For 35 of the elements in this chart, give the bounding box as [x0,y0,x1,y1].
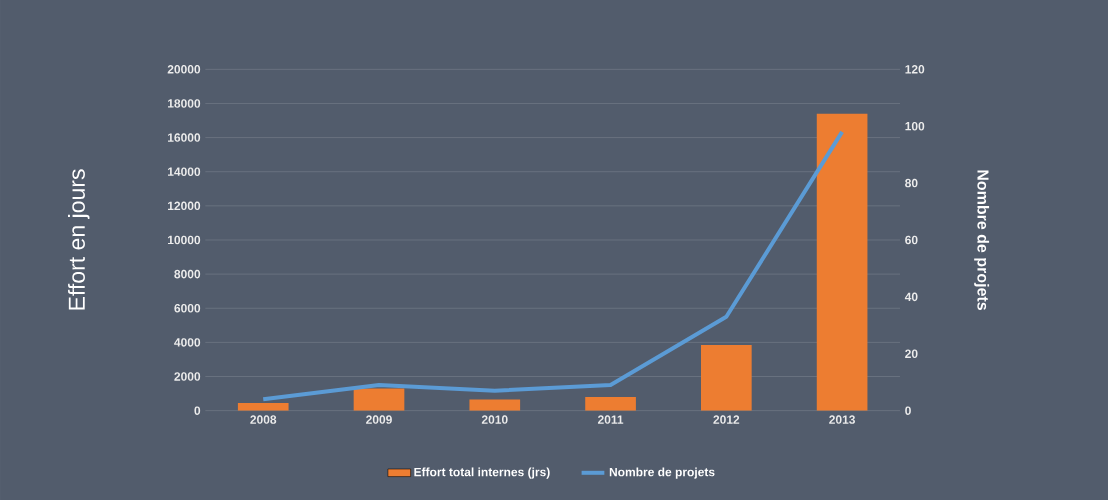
y2-tick-label: 80 [905,178,918,188]
bar [469,399,521,411]
y2-tick-label: 120 [905,65,925,74]
y2-axis-title: Nombre de projets [974,170,990,310]
y-tick-label: 0 [194,406,201,415]
bar [353,388,405,411]
bar [816,113,868,411]
y2-tick-label: 100 [905,121,925,131]
y-tick-label: 18000 [168,99,201,108]
y-tick-label: 12000 [168,201,201,211]
legend-label: Nombre de projets [609,467,715,479]
y-tick-label: 8000 [174,269,201,279]
y-tick-label: 6000 [174,304,201,313]
x-tick-label: 2009 [366,415,392,424]
y-tick-label: 16000 [168,133,201,142]
y-axis-title: Effort en jours [68,169,90,310]
x-tick-label: 2008 [250,415,277,424]
y-tick-label: 14000 [168,167,201,176]
y2-tick-label: 60 [905,235,918,245]
x-tick-label: 2012 [713,415,740,424]
bar [237,402,289,411]
legend-label: Effort total internes (jrs) [414,467,550,479]
line-series [261,129,845,402]
x-tick-label: 2011 [597,415,624,424]
y2-tick-label: 20 [905,349,918,359]
y2-tick-label: 0 [905,406,911,415]
bar [585,397,636,411]
y-tick-label: 4000 [174,338,201,347]
y-tick-label: 20000 [167,65,201,74]
bar [701,344,752,411]
y2-tick-label: 40 [904,292,918,302]
y-tick-label: 2000 [174,372,201,381]
x-tick-label: 2010 [481,415,508,424]
x-tick-label: 2013 [829,415,856,424]
y-tick-label: 10000 [168,235,201,245]
